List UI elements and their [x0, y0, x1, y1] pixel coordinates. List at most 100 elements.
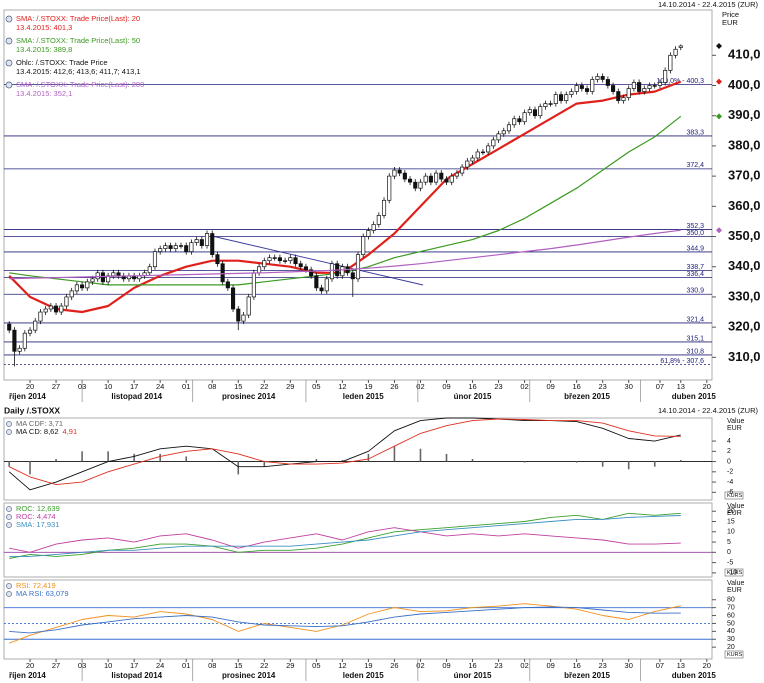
month-label: únor 2015 [454, 671, 492, 680]
x-tick-label: 09 [546, 661, 554, 670]
x-tick-label: 05 [312, 661, 320, 670]
series-line [9, 515, 681, 557]
candle-body [626, 88, 631, 98]
candle-body [225, 281, 230, 289]
level-label: 330,9 [686, 288, 704, 295]
candle-body [90, 278, 95, 283]
series-line [9, 527, 681, 553]
candle-body [663, 70, 668, 83]
axis-label: Value [727, 503, 744, 510]
histogram-bar [679, 460, 682, 462]
footer-box [724, 491, 744, 500]
x-tick-label: 23 [599, 661, 607, 670]
last-value-marker [716, 227, 722, 234]
legend-label: ROC: 4,474 [16, 512, 56, 521]
series-line [9, 229, 681, 280]
histogram-bar [55, 459, 57, 462]
y-tick-label: 80 [727, 597, 735, 604]
trend-line [211, 235, 424, 286]
y-tick-label: 400,0 [728, 77, 761, 92]
x-tick-label: 22 [260, 661, 268, 670]
candle-body [100, 272, 105, 283]
candle-body [402, 172, 407, 180]
level-label: 338,7 [686, 264, 704, 271]
candle-body [564, 94, 569, 101]
candle-body [147, 266, 152, 274]
level-label: 336,4 [686, 271, 704, 278]
candle-body [392, 169, 397, 177]
footer-box [724, 650, 744, 659]
candle-body [569, 91, 574, 95]
candle-body [246, 296, 251, 316]
candle-body [558, 94, 564, 101]
histogram-bar [471, 459, 474, 462]
x-tick-label: 29 [286, 382, 294, 391]
candle-body [152, 251, 158, 268]
candle-body [517, 118, 522, 123]
month-label: únor 2015 [454, 392, 492, 401]
x-tick-label: 02 [416, 382, 424, 391]
x-tick-label: 30 [625, 382, 633, 391]
candle-body [637, 82, 642, 92]
candle-body [647, 85, 652, 89]
candle-body [631, 82, 636, 89]
legend-label: SMA: /.STOXX: Trade Price(Last): 50 [16, 36, 140, 45]
candle-body [241, 314, 246, 322]
candle-body [501, 130, 506, 135]
candle-body [361, 236, 366, 256]
candle-body [199, 239, 204, 246]
candle-body [12, 329, 17, 352]
axis-unit: EUR [727, 510, 742, 517]
candle-body [381, 199, 387, 216]
histogram-bar [133, 453, 135, 462]
level-label: 352,3 [686, 223, 704, 230]
candle-body [163, 245, 168, 249]
candle-body [293, 257, 298, 265]
candle-body [590, 79, 595, 92]
x-tick-label: 23 [599, 382, 607, 391]
candle-body [553, 94, 558, 104]
candle-body [621, 97, 626, 101]
candle-body [397, 169, 402, 174]
x-tick-label: 16 [572, 661, 580, 670]
x-tick-label: 08 [208, 661, 216, 670]
x-tick-label: 13 [677, 661, 685, 670]
candle-body [116, 272, 121, 277]
legend-label: ROC: 12,639 [16, 504, 60, 513]
candle-body [251, 272, 256, 298]
legend-value: 13.4.2015: 401,3 [16, 23, 72, 32]
x-tick-label: 17 [130, 382, 138, 391]
x-tick-label: 16 [468, 661, 476, 670]
x-tick-label: 24 [156, 382, 164, 391]
y-tick-label: 340,0 [728, 258, 761, 273]
candle-body [111, 272, 116, 277]
histogram-bar [367, 453, 370, 462]
candle-body [434, 172, 439, 183]
x-tick-label: 02 [416, 661, 424, 670]
candle-body [579, 85, 584, 89]
y-tick-label: 20 [727, 508, 735, 515]
histogram-bar [653, 461, 656, 467]
candle-body [408, 178, 413, 183]
histogram-bar [419, 448, 422, 462]
legend-icon [5, 37, 13, 45]
candle-body [548, 103, 553, 105]
x-tick-label: 16 [572, 382, 580, 391]
y-tick-label: -10 [727, 570, 737, 577]
x-tick-label: 02 [520, 661, 528, 670]
month-label: leden 2015 [343, 392, 384, 401]
x-tick-label: 20 [26, 661, 34, 670]
candle-body [283, 260, 288, 262]
x-tick-label: 07 [656, 382, 664, 391]
candle-body [33, 320, 38, 331]
candle-body [496, 133, 501, 141]
candle-body [272, 257, 277, 259]
series-line [9, 418, 681, 486]
candle-body [309, 269, 314, 277]
candle-body [444, 178, 449, 183]
footer-label: KURS [727, 570, 743, 576]
candle-body [267, 257, 272, 262]
series-line [9, 606, 681, 634]
